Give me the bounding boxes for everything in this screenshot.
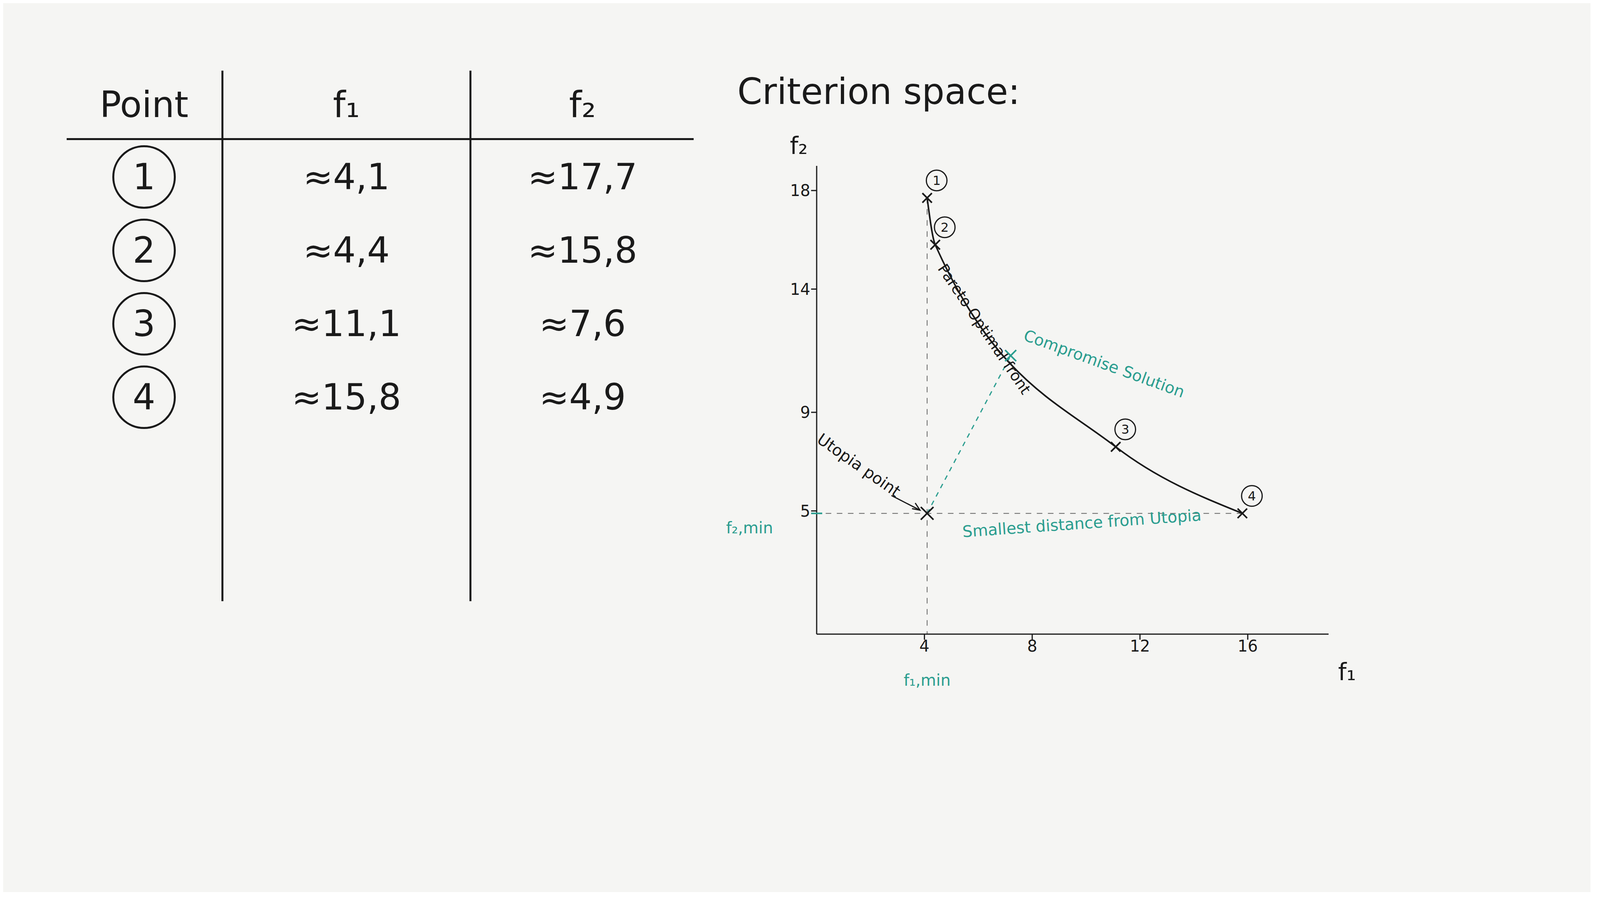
svg-text:f₁: f₁ [1338, 657, 1356, 686]
svg-text:1: 1 [932, 173, 941, 189]
html-text:≈11,1: ≈11,1 [291, 302, 402, 345]
svg-text:Utopia point: Utopia point [813, 429, 904, 501]
svg-text:8: 8 [1026, 636, 1037, 656]
html-text:≈7,6: ≈7,6 [539, 302, 626, 345]
html-text:f₂: f₂ [569, 83, 596, 126]
svg-text:2: 2 [940, 219, 949, 235]
html-text:Criterion space:: Criterion space: [737, 70, 1021, 113]
svg-text:16: 16 [1237, 636, 1258, 656]
html-text:≈15,8: ≈15,8 [527, 229, 638, 272]
svg-text:f₁,min: f₁,min [903, 671, 951, 690]
html-text:1: 1 [132, 155, 156, 198]
svg-text:12: 12 [1129, 636, 1150, 656]
svg-text:4: 4 [1248, 488, 1256, 504]
html-text:3: 3 [132, 302, 156, 345]
html-text:≈4,1: ≈4,1 [303, 155, 390, 198]
svg-text:Compromise Solution: Compromise Solution [1021, 325, 1188, 402]
html-text:Point: Point [99, 83, 189, 126]
svg-text:Smallest distance from Utopia: Smallest distance from Utopia [961, 505, 1202, 541]
html-text:4: 4 [132, 375, 156, 418]
html-text:≈15,8: ≈15,8 [291, 376, 402, 418]
html-text:≈4,9: ≈4,9 [539, 376, 626, 418]
html-text:2: 2 [132, 229, 156, 271]
html-text:≈4,4: ≈4,4 [303, 229, 390, 272]
svg-text:5: 5 [800, 501, 811, 521]
svg-text:14: 14 [790, 280, 811, 299]
svg-text:9: 9 [800, 403, 811, 422]
svg-text:18: 18 [790, 181, 811, 200]
svg-text:Pareto Optimal front: Pareto Optimal front [934, 260, 1035, 398]
html-text:f₁: f₁ [332, 83, 360, 126]
svg-text:f₂: f₂ [789, 131, 808, 160]
svg-text:4: 4 [919, 636, 930, 656]
html-text:≈17,7: ≈17,7 [527, 155, 638, 198]
svg-text:f₂,min: f₂,min [726, 518, 774, 537]
svg-text:3: 3 [1121, 421, 1129, 437]
